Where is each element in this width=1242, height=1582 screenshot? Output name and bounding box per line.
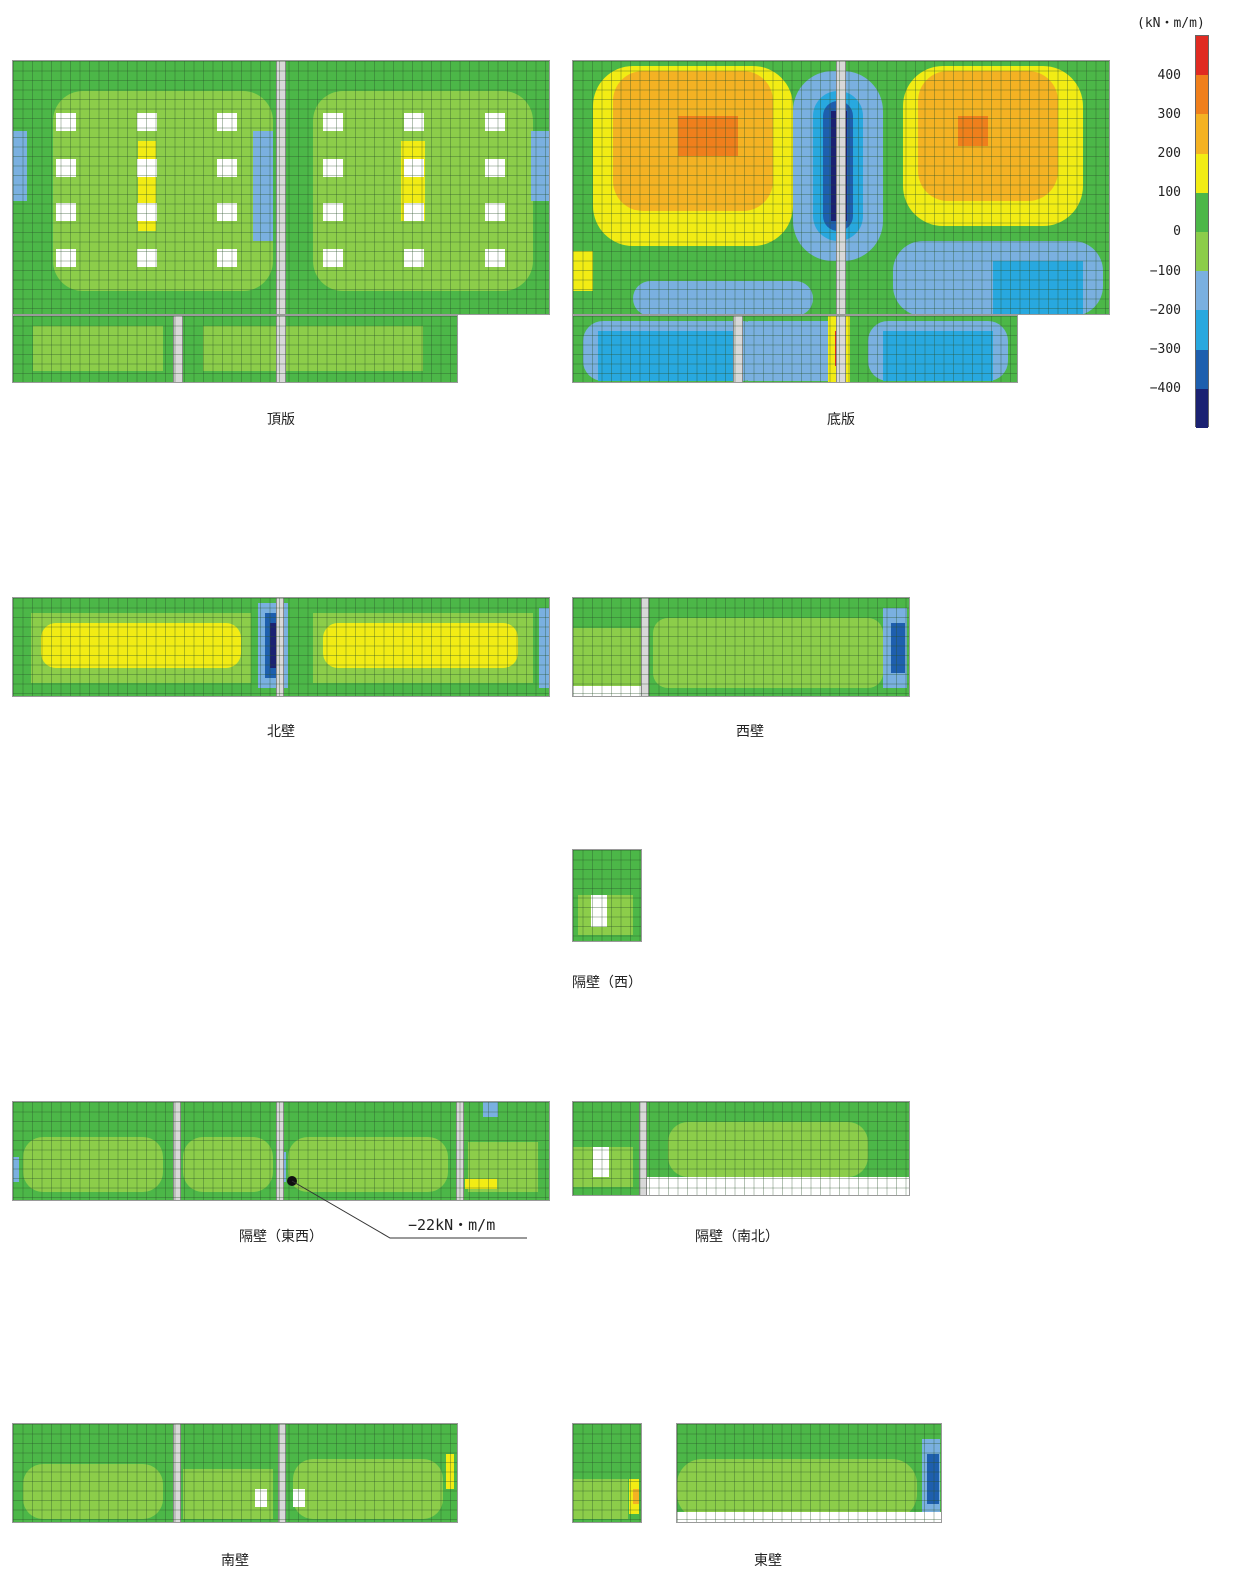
legend-tick: 100: [1157, 185, 1181, 200]
north-wall-contour: [12, 597, 550, 697]
legend-tick: 0: [1173, 224, 1181, 239]
partition-ns-caption: 隔壁（南北）: [695, 1229, 779, 1245]
east-wall-right-contour: [676, 1423, 942, 1523]
partition-ew-caption: 隔壁（東西）: [239, 1229, 323, 1245]
legend-tick: −100: [1149, 264, 1181, 279]
legend-tick: −300: [1149, 342, 1181, 357]
partition-ns-contour: [572, 1101, 910, 1196]
partition-west-contour: [572, 849, 642, 942]
partition-west-caption: 隔壁（西）: [572, 975, 642, 991]
top-slab-caption: 頂版: [267, 412, 295, 428]
legend-color-bar: [1195, 35, 1209, 428]
legend-tick: −200: [1149, 303, 1181, 318]
legend-tick: 200: [1157, 146, 1181, 161]
north-wall-caption: 北壁: [267, 724, 295, 740]
partition-ew-contour: [12, 1101, 550, 1201]
east-wall-caption: 東壁: [754, 1553, 782, 1569]
legend-tick: 300: [1157, 107, 1181, 122]
callout-text: −22kN・m/m: [408, 1216, 496, 1234]
bottom-slab-caption: 底版: [827, 412, 855, 428]
bottom-slab-contour: [572, 60, 1110, 315]
legend-unit: (kN・m/m): [1137, 16, 1205, 31]
south-wall-contour: [12, 1423, 458, 1523]
legend-tick: 400: [1157, 68, 1181, 83]
top-slab-extension-contour: [12, 315, 458, 383]
legend-tick: −400: [1149, 381, 1181, 396]
west-wall-caption: 西壁: [736, 724, 764, 740]
west-wall-contour: [572, 597, 910, 697]
top-slab-contour: [12, 60, 550, 315]
south-wall-caption: 南壁: [221, 1553, 249, 1569]
bottom-slab-extension-contour: [572, 315, 1018, 383]
east-wall-left-contour: [572, 1423, 642, 1523]
